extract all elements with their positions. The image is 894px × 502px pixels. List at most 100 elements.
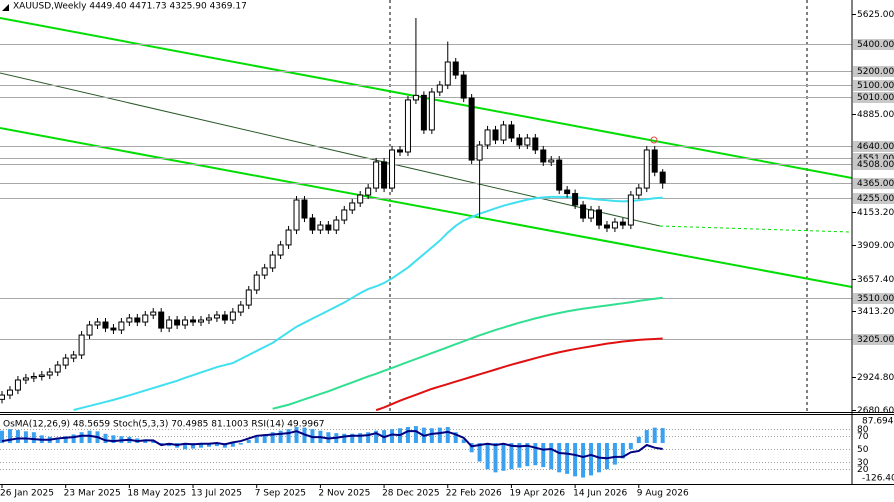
candle-body xyxy=(182,319,189,326)
candle-body xyxy=(158,311,165,329)
level-label-bg xyxy=(853,141,894,152)
osma-bar xyxy=(549,443,554,470)
osma-bar xyxy=(660,428,665,444)
candle-body xyxy=(198,319,204,323)
x-tick-label: 18 May 2025 xyxy=(127,489,186,499)
osma-bar xyxy=(366,432,371,444)
osma-bar xyxy=(525,443,530,467)
level-label: 5400.00 xyxy=(857,40,894,50)
trend-line-projection xyxy=(659,225,851,233)
candle-body xyxy=(102,321,109,329)
candle-body xyxy=(213,314,220,319)
level-label: 4640.00 xyxy=(857,142,894,152)
osma-bar xyxy=(469,443,474,453)
moving-average xyxy=(272,296,663,410)
x-tick-label: 19 Apr 2026 xyxy=(509,489,565,499)
candle-body xyxy=(572,193,579,206)
chart-title: XAUUSD,Weekly 4449.40 4471.73 4325.90 43… xyxy=(13,2,247,12)
candle-body xyxy=(261,267,268,276)
candle-body xyxy=(190,319,197,323)
candle-body xyxy=(78,334,85,356)
osma-bar xyxy=(541,443,546,468)
osma-bar xyxy=(533,443,538,466)
level-label-bg xyxy=(853,92,894,103)
candle-body xyxy=(619,221,626,226)
candle-body xyxy=(94,321,101,326)
candle-body xyxy=(540,149,547,163)
osma-bar xyxy=(509,443,514,470)
level-label: 4508.00 xyxy=(857,160,894,170)
osma-bar xyxy=(286,429,291,444)
candle-body xyxy=(412,94,419,101)
osma-bar xyxy=(7,429,12,444)
candle-body xyxy=(0,394,5,400)
y2-tick-label: 70 xyxy=(857,432,869,442)
level-label-bg xyxy=(853,39,894,50)
indicator-pane xyxy=(0,426,852,478)
y2-tick-label: 20 xyxy=(857,465,869,475)
candle-body xyxy=(38,374,45,377)
candle-body xyxy=(110,327,117,331)
osma-bar xyxy=(573,443,578,477)
candle-body xyxy=(309,217,316,231)
candle-body xyxy=(245,289,252,306)
level-label-bg xyxy=(853,193,894,204)
y-tick-label: 2924.80 xyxy=(857,373,894,383)
osma-bar xyxy=(557,443,562,473)
candle-body xyxy=(134,317,141,323)
level-label: 5100.00 xyxy=(857,81,894,91)
candle-body xyxy=(277,244,284,256)
candle-body xyxy=(174,319,181,326)
osma-bar xyxy=(565,443,570,474)
x-tick-label: 26 Jan 2025 xyxy=(0,489,54,499)
candle-body xyxy=(500,124,507,141)
level-label-bg xyxy=(853,159,894,170)
candle-body xyxy=(70,354,77,359)
candle-body xyxy=(468,97,475,161)
y2-tick-label: 80 xyxy=(857,425,869,435)
price-pane xyxy=(0,0,852,412)
osma-bar xyxy=(262,434,267,444)
candle-body xyxy=(580,204,587,219)
candle-body xyxy=(556,159,563,191)
candle-body xyxy=(365,187,372,196)
osma-bar xyxy=(390,429,395,444)
candle-body xyxy=(269,254,276,269)
osma-bar xyxy=(453,432,458,444)
osma-bar xyxy=(350,433,355,444)
osma-bar xyxy=(628,443,633,450)
osma-bar xyxy=(71,434,76,444)
osma-bar xyxy=(103,433,108,444)
osma-bar xyxy=(620,443,625,459)
osma-bar xyxy=(342,433,347,444)
osma-bar xyxy=(214,443,219,447)
moving-average xyxy=(73,195,663,411)
level-label: 5010.00 xyxy=(857,93,894,103)
level-label-bg xyxy=(853,178,894,189)
candle-body xyxy=(357,194,364,204)
y-tick-label: 3657.40 xyxy=(857,275,894,285)
candle-body xyxy=(150,311,157,316)
level-label: 4255.00 xyxy=(857,194,894,204)
level-label-bg xyxy=(853,153,894,164)
level-label: 3510.00 xyxy=(857,294,894,304)
candle-body xyxy=(381,161,388,189)
level-label: 5200.00 xyxy=(857,67,894,77)
candle-body xyxy=(325,224,332,231)
candle-body xyxy=(659,171,666,184)
osma-bar xyxy=(405,427,410,444)
osma-bar xyxy=(159,443,164,445)
candle-body xyxy=(62,357,69,366)
x-tick-label: 7 Sep 2025 xyxy=(255,489,306,499)
y-tick-label: -126.4087 xyxy=(862,474,894,484)
y-tick-label: 4153.20 xyxy=(857,208,894,218)
osma-bar xyxy=(238,443,243,445)
osma-bar xyxy=(437,427,442,444)
candle-body xyxy=(524,137,531,146)
candle-body xyxy=(205,317,212,321)
osma-bar xyxy=(270,432,275,444)
candle-body xyxy=(166,319,173,329)
level-label-bg xyxy=(853,66,894,77)
candle-body xyxy=(508,124,515,139)
